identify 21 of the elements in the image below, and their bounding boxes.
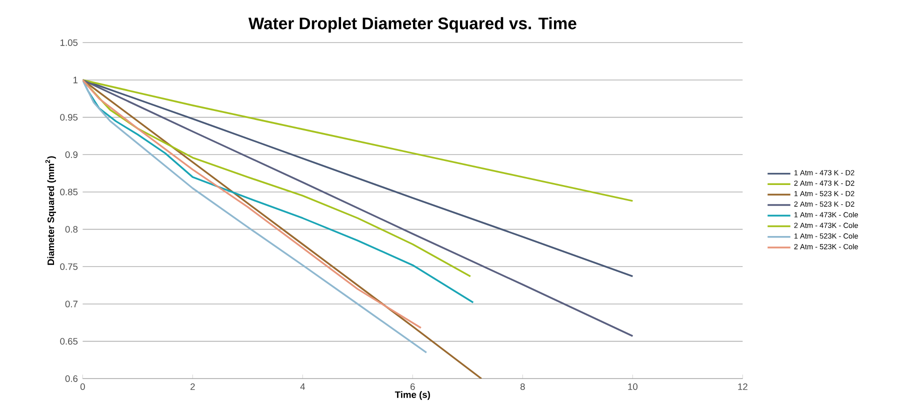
x-tick-label: 2 bbox=[190, 383, 195, 390]
y-tick-label: 0.85 bbox=[60, 188, 78, 196]
y-tick-label: 0.6 bbox=[65, 375, 78, 382]
y-tick-label: 1.05 bbox=[60, 39, 78, 46]
x-tick-label: 10 bbox=[628, 383, 638, 390]
y-axis-title: Diameter Squared (mm$^{2}$) bbox=[45, 156, 56, 265]
chart-title: Water Droplet Diameter Squared vs. Time bbox=[248, 17, 576, 33]
y-tick-label: 0.9 bbox=[65, 151, 78, 158]
x-tick-label: 8 bbox=[520, 383, 525, 390]
y-tick-label: 0.75 bbox=[60, 263, 78, 270]
x-tick-label: 6 bbox=[410, 383, 415, 390]
line-series bbox=[82, 79, 634, 337]
y-tick-label: 0.8 bbox=[65, 226, 78, 233]
x-axis-title: Time (s) bbox=[394, 391, 430, 400]
x-tick-label: 12 bbox=[738, 383, 748, 390]
x-tick-label: 4 bbox=[300, 383, 305, 390]
y-tick-label: 1 bbox=[73, 76, 78, 84]
y-tick-label: 0.95 bbox=[60, 114, 78, 121]
y-tick-label: 0.65 bbox=[60, 338, 78, 345]
y-tick-label: 0.7 bbox=[65, 300, 78, 308]
x-tick-label: 0 bbox=[80, 383, 85, 390]
